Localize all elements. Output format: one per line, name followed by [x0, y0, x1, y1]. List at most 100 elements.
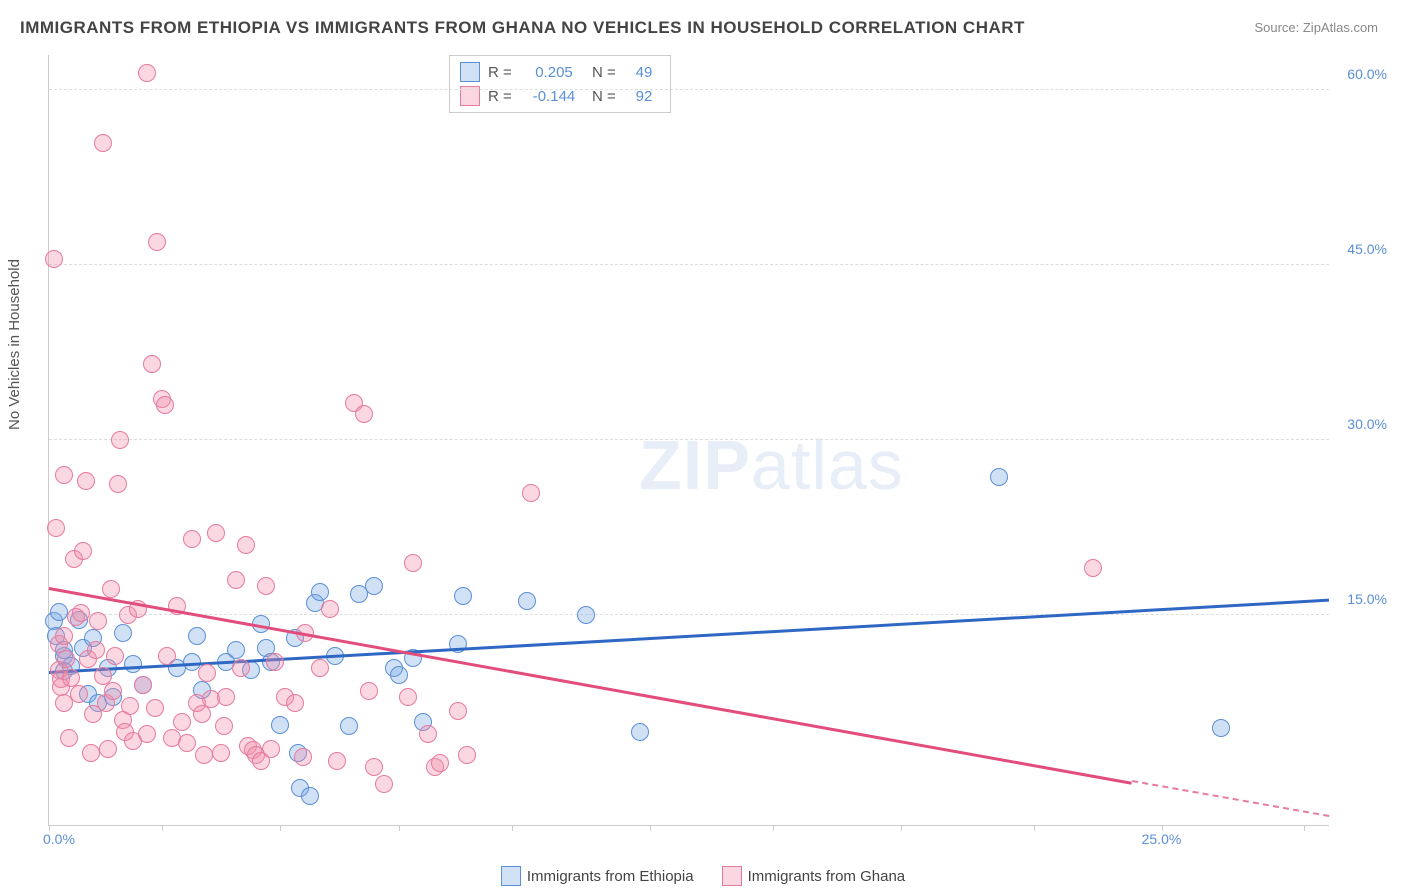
x-tick-mark	[162, 825, 163, 831]
scatter-point	[990, 468, 1008, 486]
scatter-point	[232, 659, 250, 677]
scatter-point	[178, 734, 196, 752]
legend-item-ethiopia: Immigrants from Ethiopia	[501, 866, 694, 886]
scatter-point	[134, 676, 152, 694]
scatter-chart-area: ZIPatlas R = 0.205 N = 49 R = -0.144 N =…	[48, 55, 1329, 826]
scatter-point	[87, 641, 105, 659]
scatter-point	[124, 655, 142, 673]
scatter-point	[365, 758, 383, 776]
watermark: ZIPatlas	[639, 425, 904, 505]
scatter-point	[360, 682, 378, 700]
scatter-point	[257, 577, 275, 595]
scatter-point	[72, 604, 90, 622]
x-tick-mark	[280, 825, 281, 831]
scatter-point	[106, 647, 124, 665]
scatter-point	[173, 713, 191, 731]
trend-line-dashed	[1132, 780, 1330, 819]
x-tick-mark	[650, 825, 651, 831]
x-tick-label: 0.0%	[43, 831, 75, 847]
chart-title: IMMIGRANTS FROM ETHIOPIA VS IMMIGRANTS F…	[20, 18, 1025, 38]
y-tick-label: 15.0%	[1347, 591, 1387, 607]
gridline	[49, 89, 1329, 90]
scatter-point	[237, 536, 255, 554]
scatter-point	[458, 746, 476, 764]
scatter-point	[146, 699, 164, 717]
scatter-point	[148, 233, 166, 251]
scatter-point	[217, 688, 235, 706]
scatter-point	[577, 606, 595, 624]
scatter-point	[390, 666, 408, 684]
scatter-point	[77, 472, 95, 490]
scatter-point	[47, 519, 65, 537]
scatter-point	[70, 685, 88, 703]
gridline	[49, 264, 1329, 265]
scatter-point	[207, 524, 225, 542]
scatter-point	[518, 592, 536, 610]
scatter-point	[158, 647, 176, 665]
x-tick-mark	[1034, 825, 1035, 831]
source-attribution: Source: ZipAtlas.com	[1254, 20, 1378, 35]
x-tick-mark	[399, 825, 400, 831]
stats-legend-box: R = 0.205 N = 49 R = -0.144 N = 92	[449, 55, 671, 113]
scatter-point	[399, 688, 417, 706]
scatter-point	[431, 754, 449, 772]
scatter-point	[102, 580, 120, 598]
scatter-point	[156, 396, 174, 414]
scatter-point	[271, 716, 289, 734]
legend-item-ghana: Immigrants from Ghana	[722, 866, 906, 886]
scatter-point	[82, 744, 100, 762]
scatter-point	[198, 664, 216, 682]
scatter-point	[57, 650, 75, 668]
scatter-point	[328, 752, 346, 770]
scatter-point	[121, 697, 139, 715]
x-tick-mark	[1304, 825, 1305, 831]
legend-bottom: Immigrants from Ethiopia Immigrants from…	[0, 866, 1406, 886]
scatter-point	[62, 669, 80, 687]
scatter-point	[99, 740, 117, 758]
scatter-point	[215, 717, 233, 735]
scatter-point	[449, 702, 467, 720]
scatter-point	[193, 705, 211, 723]
scatter-point	[311, 583, 329, 601]
scatter-point	[183, 530, 201, 548]
scatter-point	[454, 587, 472, 605]
scatter-point	[311, 659, 329, 677]
scatter-point	[1212, 719, 1230, 737]
scatter-point	[195, 746, 213, 764]
scatter-point	[286, 694, 304, 712]
scatter-point	[104, 682, 122, 700]
scatter-point	[355, 405, 373, 423]
scatter-point	[109, 475, 127, 493]
x-tick-mark	[512, 825, 513, 831]
scatter-point	[262, 740, 280, 758]
scatter-point	[227, 571, 245, 589]
y-axis-label: No Vehicles in Household	[6, 259, 23, 430]
y-tick-label: 45.0%	[1347, 241, 1387, 257]
y-tick-label: 30.0%	[1347, 416, 1387, 432]
stats-row-ghana: R = -0.144 N = 92	[460, 84, 660, 108]
swatch-ethiopia	[460, 62, 480, 82]
legend-swatch-ethiopia	[501, 866, 521, 886]
legend-swatch-ghana	[722, 866, 742, 886]
scatter-point	[266, 653, 284, 671]
x-tick-label: 25.0%	[1142, 831, 1182, 847]
scatter-point	[138, 64, 156, 82]
scatter-point	[188, 627, 206, 645]
scatter-point	[294, 748, 312, 766]
x-tick-mark	[901, 825, 902, 831]
scatter-point	[301, 787, 319, 805]
scatter-point	[631, 723, 649, 741]
scatter-point	[227, 641, 245, 659]
scatter-point	[60, 729, 78, 747]
scatter-point	[375, 775, 393, 793]
scatter-point	[138, 725, 156, 743]
scatter-point	[143, 355, 161, 373]
scatter-point	[55, 466, 73, 484]
scatter-point	[522, 484, 540, 502]
x-tick-mark	[773, 825, 774, 831]
scatter-point	[114, 624, 132, 642]
scatter-point	[45, 250, 63, 268]
scatter-point	[365, 577, 383, 595]
scatter-point	[111, 431, 129, 449]
stats-row-ethiopia: R = 0.205 N = 49	[460, 60, 660, 84]
